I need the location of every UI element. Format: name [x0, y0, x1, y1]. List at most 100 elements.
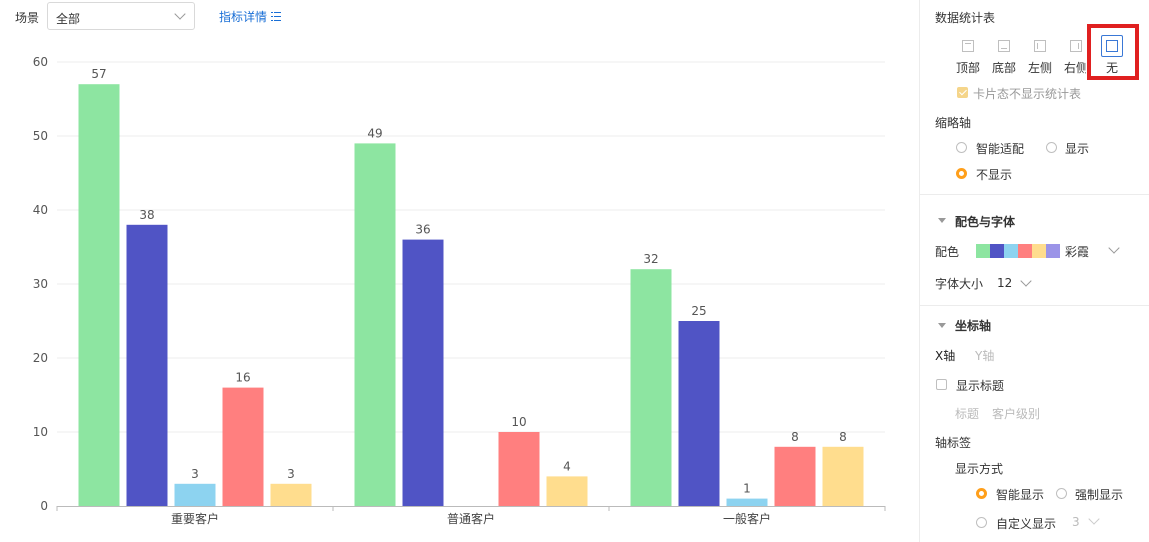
y-tick-label: 10	[33, 425, 48, 439]
position-none-label: 无	[1106, 61, 1119, 75]
x-tick-label: 普通客户	[447, 511, 495, 526]
palette-swatch	[1032, 244, 1046, 258]
title-field-label: 标题	[955, 407, 980, 421]
y-tick-label: 20	[33, 351, 48, 365]
divider	[920, 194, 1149, 195]
x-tick-label: 重要客户	[171, 511, 219, 526]
bar	[630, 269, 672, 506]
display-smart-label: 智能显示	[996, 488, 1045, 502]
data-label: 57	[91, 67, 106, 81]
position-top-label: 顶部	[956, 61, 981, 75]
scene-select[interactable]: 全部	[47, 2, 195, 30]
position-top-icon	[962, 40, 974, 52]
position-left-label: 左侧	[1028, 61, 1053, 75]
data-label: 4	[563, 459, 571, 473]
palette-name: 彩霞	[1065, 245, 1090, 259]
data-label: 3	[191, 467, 199, 481]
bar-chart: 0 10 20 30 40 50 60 重要客户 57 38 3 16 3 普通客户 49 36 10 4 一般客户…	[33, 55, 886, 526]
scene-label: 场景	[15, 11, 40, 25]
chevron-down-icon	[1020, 275, 1032, 287]
display-mode-label: 显示方式	[955, 462, 1004, 476]
position-bottom-icon	[998, 40, 1010, 52]
bar	[270, 483, 312, 506]
metric-details-label: 指标详情	[219, 10, 268, 24]
collapse-triangle-icon[interactable]	[938, 323, 946, 328]
bar	[78, 84, 120, 506]
palette-swatch	[976, 244, 990, 258]
bar	[678, 321, 720, 506]
y-tick-label: 40	[33, 203, 48, 217]
data-label: 1	[743, 482, 751, 496]
palette-swatch	[1018, 244, 1032, 258]
palette-swatch	[1046, 244, 1060, 258]
palette-swatch	[1004, 244, 1018, 258]
scene-select-value: 全部	[56, 12, 81, 26]
divider	[920, 305, 1149, 306]
card-hide-checkbox[interactable]	[957, 87, 968, 98]
stats-table-title: 数据统计表	[935, 11, 996, 25]
x-axis-tab[interactable]: X轴	[935, 349, 956, 363]
chevron-down-icon	[1088, 513, 1100, 525]
display-custom-label: 自定义显示	[996, 517, 1057, 531]
font-size-value: 12	[997, 276, 1013, 290]
y-tick-label: 60	[33, 55, 48, 69]
bar	[774, 446, 816, 506]
list-icon	[271, 12, 282, 21]
palette-swatch	[990, 244, 1004, 258]
position-bottom-button[interactable]	[991, 38, 1015, 56]
thumb-show-radio[interactable]	[1046, 142, 1057, 153]
y-axis-tab[interactable]: Y轴	[975, 349, 995, 363]
custom-count-value[interactable]: 3	[1072, 515, 1080, 529]
data-label: 36	[415, 223, 430, 237]
thumb-hide-label: 不显示	[976, 168, 1013, 182]
x-tick-label: 一般客户	[723, 511, 771, 526]
card-hide-label: 卡片态不显示统计表	[973, 87, 1082, 101]
palette-label: 配色	[935, 245, 960, 259]
position-none-icon	[1106, 40, 1118, 52]
data-label: 3	[287, 467, 295, 481]
chevron-down-icon	[1108, 242, 1120, 254]
display-force-radio[interactable]	[1056, 488, 1067, 499]
position-right-button[interactable]	[1063, 38, 1087, 56]
font-size-label: 字体大小	[935, 277, 984, 291]
bar	[726, 498, 768, 506]
thumb-show-label: 显示	[1065, 142, 1090, 156]
position-top-button[interactable]	[955, 38, 979, 56]
selection-highlight	[1087, 24, 1139, 80]
data-label: 10	[511, 415, 526, 429]
display-force-label: 强制显示	[1075, 488, 1124, 502]
position-left-button[interactable]	[1027, 38, 1051, 56]
position-left-icon	[1034, 40, 1046, 52]
collapse-triangle-icon[interactable]	[938, 218, 946, 223]
position-right-icon	[1070, 40, 1082, 52]
bar	[354, 143, 396, 506]
chart-toolbar: 场景 全部 指标详情	[0, 0, 915, 34]
bar	[822, 446, 864, 506]
data-label: 38	[139, 208, 154, 222]
y-tick-label: 30	[33, 277, 48, 291]
thumb-hide-radio[interactable]	[956, 168, 967, 179]
settings-panel: 数据统计表 顶部 底部 左侧 右侧 无 卡片态不显示统计表 缩略轴 智能适配 显…	[919, 0, 1149, 542]
axis-label-title: 轴标签	[935, 436, 972, 450]
display-smart-radio[interactable]	[976, 488, 987, 499]
display-custom-radio[interactable]	[976, 517, 987, 528]
metric-details-link[interactable]: 指标详情	[219, 8, 282, 25]
position-right-label: 右侧	[1064, 61, 1086, 75]
thumb-auto-label: 智能适配	[976, 142, 1025, 156]
title-field-input[interactable]: 客户级别	[992, 407, 1041, 421]
bar	[222, 387, 264, 506]
data-label: 16	[235, 371, 250, 385]
chevron-down-icon	[174, 8, 186, 20]
position-bottom-label: 底部	[992, 61, 1017, 75]
data-label: 32	[643, 252, 658, 266]
bar	[546, 476, 588, 506]
thumb-axis-title: 缩略轴	[935, 116, 972, 130]
position-none-button[interactable]	[1101, 35, 1123, 57]
show-title-checkbox[interactable]	[936, 379, 947, 390]
bar	[402, 239, 444, 506]
bar	[174, 483, 216, 506]
thumb-auto-radio[interactable]	[956, 142, 967, 153]
axis-title: 坐标轴	[955, 319, 992, 333]
data-label: 49	[367, 126, 382, 140]
data-label: 25	[691, 304, 706, 318]
